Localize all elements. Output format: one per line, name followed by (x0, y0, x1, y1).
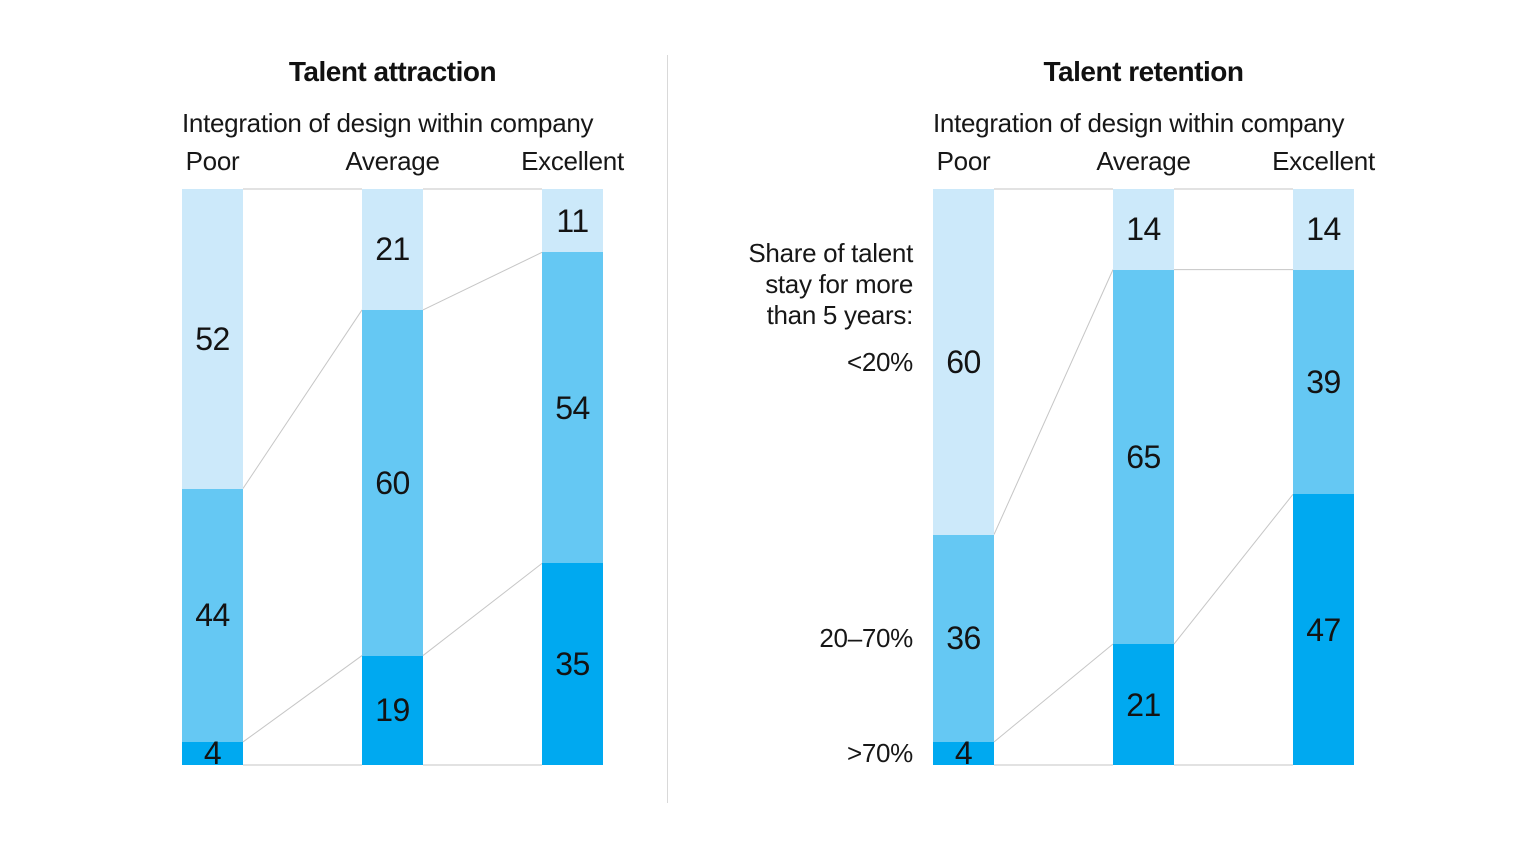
bar-segment-excellent-0: 11 (542, 189, 603, 253)
category-label-excellent: Excellent (1272, 146, 1375, 176)
category-label-average: Average (345, 146, 440, 176)
row-label-0: <20% (846, 346, 913, 377)
chart-title-talent-attraction: Talent attraction (288, 56, 497, 87)
bar-value-label: 21 (1126, 686, 1161, 723)
panel-divider-line (667, 55, 668, 803)
row-label-2: >70% (846, 738, 913, 769)
bar-segment-poor-0: 52 (182, 189, 243, 489)
connector-line (422, 251, 543, 311)
bar-value-label: 65 (1126, 438, 1161, 475)
category-label-average: Average (1096, 146, 1191, 176)
bar-segment-average-1: 65 (1113, 269, 1174, 645)
bar-segment-average-2: 21 (1113, 644, 1174, 765)
connector-line (993, 643, 1114, 743)
bar-value-label: 21 (375, 231, 410, 268)
connector-line (242, 655, 363, 743)
connector-line (1173, 493, 1294, 645)
bar-segment-average-0: 21 (362, 189, 423, 310)
row-label-1: 20–70% (819, 623, 913, 654)
connector-line (422, 563, 543, 656)
bar-value-label: 54 (555, 389, 590, 426)
bar-segment-poor-0: 60 (933, 189, 994, 535)
category-label-excellent: Excellent (521, 146, 624, 176)
chart-subtitle-right: Integration of design within company (933, 108, 1345, 138)
bar-segment-poor-2: 4 (182, 737, 243, 769)
row-label-intro-line: Share of talent (748, 238, 913, 268)
bar-segment-excellent-2: 35 (542, 563, 603, 765)
bar-segment-excellent-2: 47 (1293, 494, 1354, 765)
bar-value-label: 11 (556, 202, 589, 239)
row-labels-intro: Share of talent stay for more than 5 years… (748, 238, 913, 331)
bar-value-label: 52 (195, 320, 230, 357)
bar-segment-excellent-1: 54 (542, 252, 603, 564)
bar-value-label: 4 (203, 735, 222, 772)
chart-subtitle-left: Integration of design within company (182, 108, 594, 138)
bar-value-label: 60 (946, 343, 981, 380)
bar-segment-poor-2: 4 (933, 737, 994, 769)
row-label-intro-line: than 5 years: (766, 300, 914, 330)
category-label-poor: Poor (936, 146, 991, 176)
bar-value-label: 14 (1126, 211, 1161, 248)
bar-value-label: 60 (375, 464, 410, 501)
bar-value-label: 14 (1306, 211, 1341, 248)
category-label-poor: Poor (185, 146, 240, 176)
bar-value-label: 44 (195, 597, 230, 634)
bar-value-label: 36 (946, 620, 981, 657)
connector-line (993, 269, 1114, 535)
bar-segment-average-2: 19 (362, 655, 423, 765)
bar-segment-average-0: 14 (1113, 189, 1174, 270)
chart-title-talent-retention: Talent retention (1043, 56, 1244, 87)
bar-segment-excellent-0: 14 (1293, 189, 1354, 270)
row-label-intro-line: stay for more (765, 269, 913, 299)
connector-line (242, 309, 363, 489)
bar-value-label: 19 (375, 692, 410, 729)
bar-segment-poor-1: 36 (933, 534, 994, 742)
bar-value-label: 47 (1306, 611, 1341, 648)
bar-segment-excellent-1: 39 (1293, 269, 1354, 495)
bar-segment-average-1: 60 (362, 309, 423, 656)
bar-value-label: 35 (555, 646, 590, 683)
bar-value-label: 4 (954, 735, 973, 772)
bar-segment-poor-1: 44 (182, 488, 243, 742)
bar-value-label: 39 (1306, 363, 1341, 400)
